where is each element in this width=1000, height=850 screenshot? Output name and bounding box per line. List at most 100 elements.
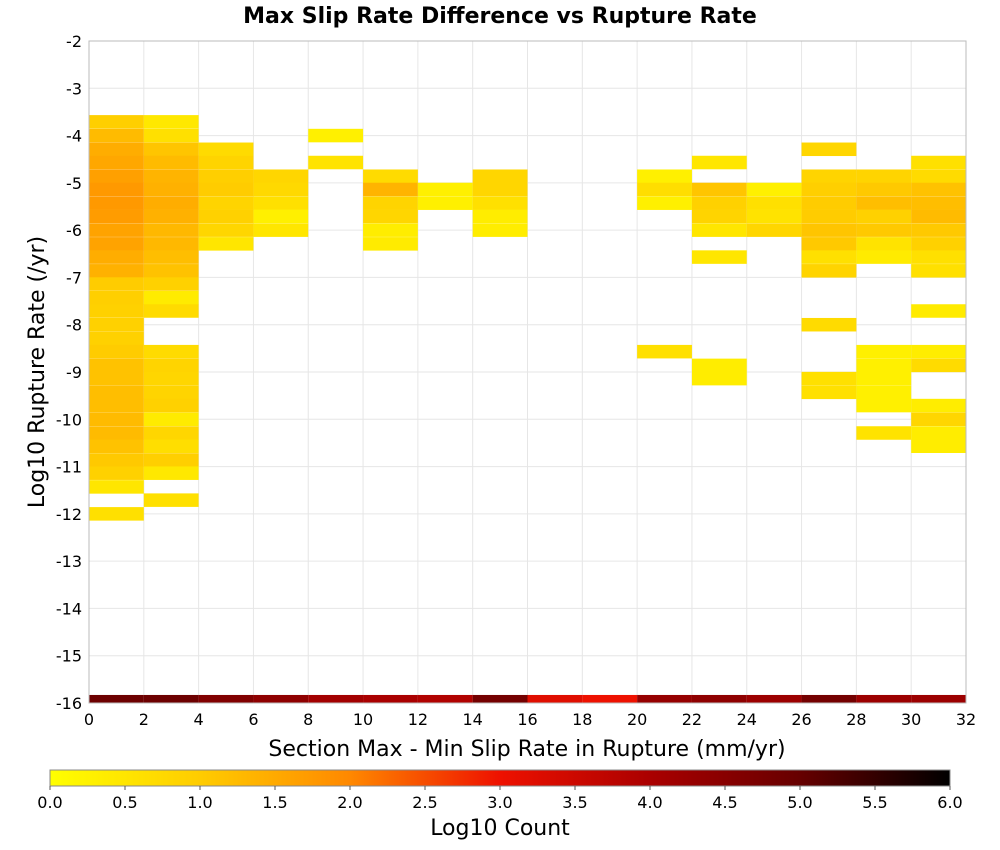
y-tick-label: -5 (66, 174, 82, 193)
y-tick-label: -7 (66, 268, 82, 287)
heatmap-cell (89, 142, 144, 157)
heatmap-cell (143, 291, 199, 305)
heatmap-cell (143, 439, 199, 453)
heatmap-cell (253, 223, 309, 237)
colorbar-tick-label: 3.5 (562, 793, 587, 812)
heatmap-cell (89, 277, 144, 291)
y-tick-label: -16 (56, 694, 82, 713)
colorbar-tick-label: 0.5 (112, 793, 137, 812)
heatmap-cell (89, 371, 144, 386)
heatmap-cell-bottom (472, 694, 528, 703)
colorbar-label: Log10 Count (430, 816, 570, 841)
heatmap-cell-bottom (308, 694, 364, 703)
heatmap-cell (911, 209, 966, 224)
x-tick-label: 10 (353, 710, 373, 729)
heatmap-cell (89, 264, 144, 278)
heatmap-cell (856, 358, 912, 373)
heatmap-cell (472, 182, 528, 197)
colorbar-tick-label: 2.0 (337, 793, 362, 812)
y-tick-label: -10 (56, 410, 82, 429)
x-tick-label: 16 (517, 710, 537, 729)
heatmap-cell (801, 237, 857, 251)
heatmap-cell (143, 371, 199, 386)
heatmap-cell (253, 196, 309, 210)
heatmap-cell (89, 398, 144, 413)
heatmap-cell (472, 169, 528, 183)
x-tick-label: 24 (737, 710, 757, 729)
heatmap-cell-bottom (801, 694, 857, 703)
colorbar-tick-label: 0.0 (37, 793, 62, 812)
heatmap-cell (198, 196, 254, 210)
heatmap-cell (89, 196, 144, 210)
heatmap-cell (363, 237, 418, 251)
heatmap-cell (856, 250, 912, 264)
heatmap-cell (911, 412, 966, 427)
y-tick-label: -12 (56, 505, 82, 524)
colorbar-tick-labels: 0.0 0.5 1.0 1.5 2.0 2.5 3.0 3.5 4.0 4.5 5.0 5.5 6.0 (37, 786, 963, 812)
y-tick-label: -2 (66, 32, 82, 51)
heatmap-cell (911, 223, 966, 237)
heatmap-cell (89, 155, 144, 170)
heatmap-cell-bottom (363, 694, 418, 703)
heatmap-cell (89, 128, 144, 143)
heatmap-cell (143, 466, 199, 480)
colorbar-tick-label: 6.0 (937, 793, 962, 812)
heatmap-cell-bottom (582, 694, 638, 703)
heatmap-cell (143, 169, 199, 183)
heatmap-cell (143, 142, 199, 157)
heatmap-cell (89, 426, 144, 440)
heatmap-cell (856, 169, 912, 183)
heatmap-cell (143, 426, 199, 440)
heatmap-cell (911, 250, 966, 264)
heatmap-cell (143, 304, 199, 318)
x-tick-label: 28 (846, 710, 866, 729)
heatmap-cell (198, 209, 254, 224)
heatmap-cells (89, 115, 966, 703)
heatmap-cell (89, 480, 144, 494)
heatmap-cell (911, 182, 966, 197)
x-tick-label: 22 (682, 710, 702, 729)
heatmap-cell (856, 237, 912, 251)
y-tick-label: -13 (56, 552, 82, 571)
y-tick-label: -6 (66, 221, 82, 240)
heatmap-cell (143, 358, 199, 373)
x-tick-label: 8 (303, 710, 313, 729)
heatmap-cell-bottom (691, 694, 747, 703)
heatmap-cell (89, 169, 144, 183)
heatmap-cell (801, 169, 857, 183)
heatmap-cell (911, 426, 966, 440)
heatmap-cell (89, 358, 144, 373)
heatmap-cell (637, 182, 692, 197)
heatmap-cell (911, 264, 966, 278)
y-axis-label: Log10 Rupture Rate (/yr) (25, 236, 50, 508)
heatmap-cell (911, 155, 966, 170)
heatmap-cell (911, 169, 966, 183)
heatmap-cell (89, 304, 144, 318)
heatmap-cell (911, 237, 966, 251)
heatmap-cell (417, 196, 473, 210)
y-tick-label: -15 (56, 647, 82, 666)
heatmap-cell (143, 155, 199, 170)
heatmap-cell (801, 223, 857, 237)
colorbar-tick-label: 1.5 (262, 793, 287, 812)
y-tick-label: -11 (56, 458, 82, 477)
heatmap-cell (143, 223, 199, 237)
heatmap-cell (143, 182, 199, 197)
heatmap-cell (89, 466, 144, 480)
x-tick-label: 30 (901, 710, 921, 729)
x-axis-label: Section Max - Min Slip Rate in Rupture (… (268, 737, 785, 762)
heatmap-cell (89, 439, 144, 453)
heatmap-cell (253, 169, 309, 183)
colorbar-tick-label: 3.0 (487, 793, 512, 812)
heatmap-cell (856, 426, 912, 440)
heatmap-cell-bottom (198, 694, 254, 703)
x-tick-label: 32 (956, 710, 976, 729)
y-tick-label: -14 (56, 599, 82, 618)
heatmap-cell (89, 182, 144, 197)
heatmap-cell-bottom (143, 694, 199, 703)
heatmap-cell (856, 371, 912, 386)
heatmap-cell-bottom (911, 694, 966, 703)
heatmap-cell (143, 115, 199, 129)
heatmap-cell (198, 142, 254, 157)
heatmap-cell (89, 507, 144, 521)
